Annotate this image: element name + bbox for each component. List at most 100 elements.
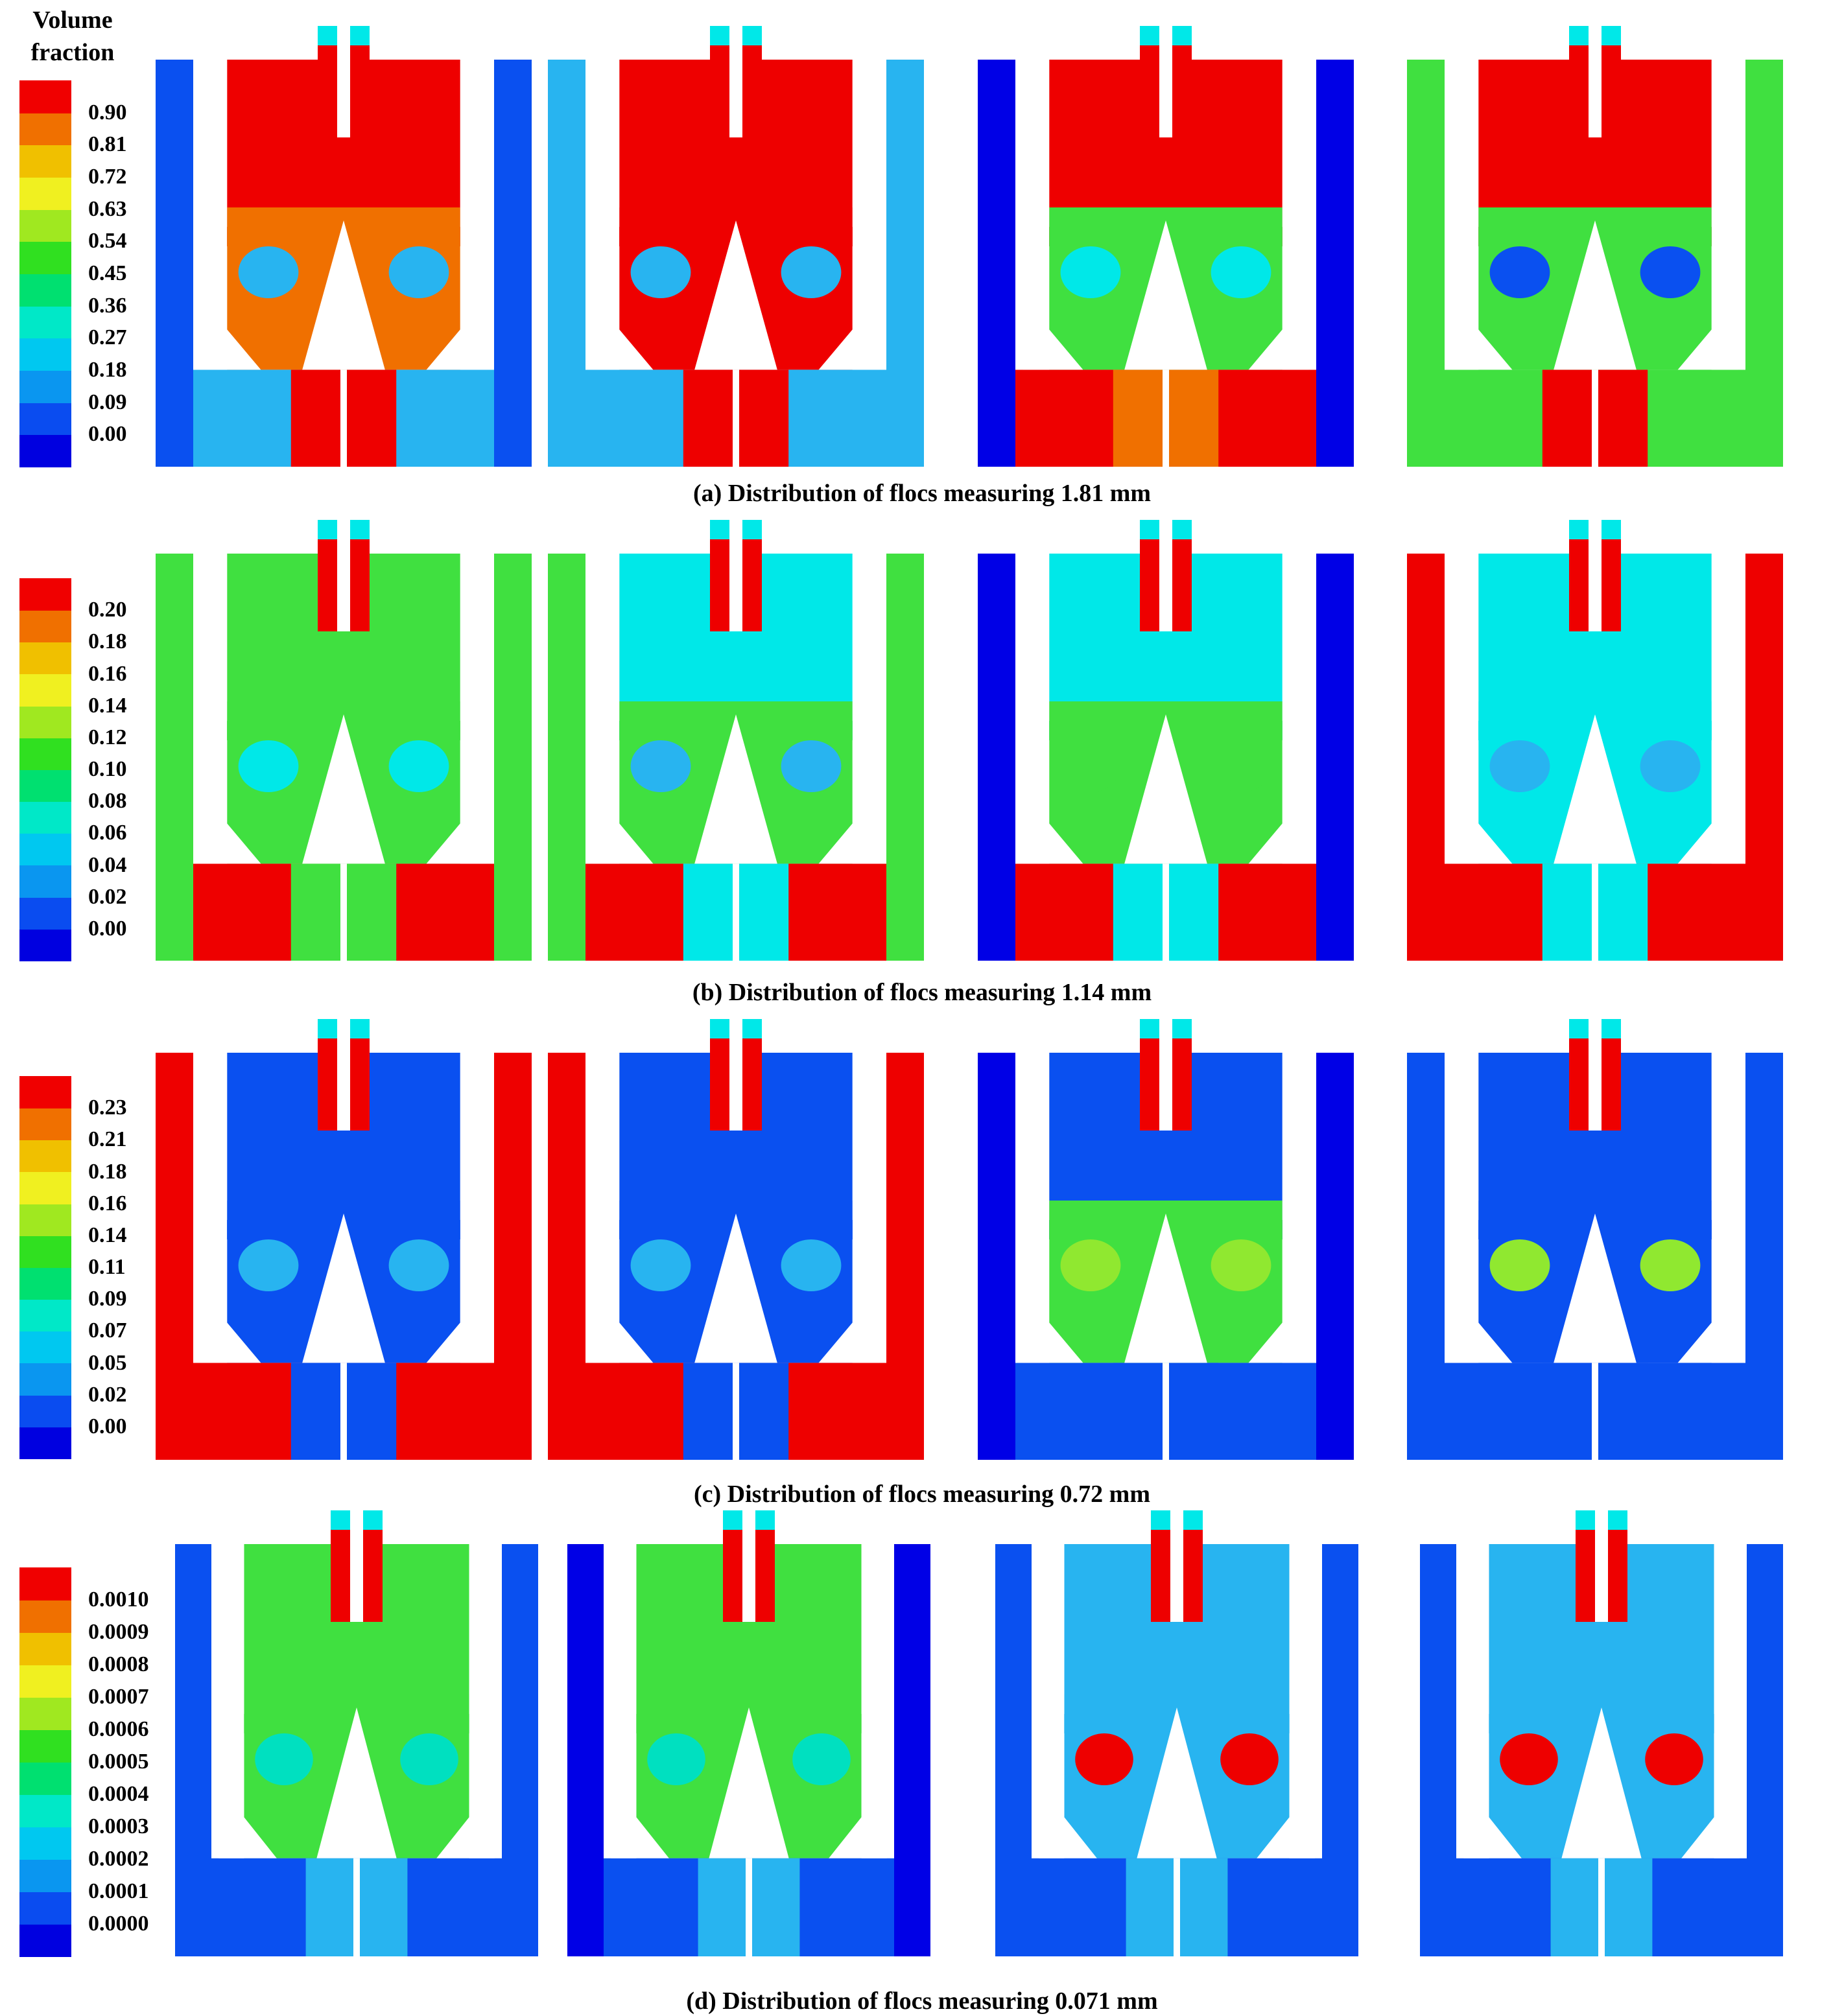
central-divider — [1592, 369, 1598, 467]
wedge-left — [1452, 1291, 1513, 1363]
outer-column-left — [175, 1544, 211, 1956]
inlet-pipe-tip — [1569, 1019, 1589, 1038]
recirculation-blob-right — [388, 1239, 449, 1291]
gap-left — [193, 1053, 228, 1220]
legend-swatch — [19, 1859, 71, 1892]
gap-left — [585, 60, 620, 227]
central-divider — [1598, 1858, 1605, 1956]
legend-tick-label: 0.0008 — [88, 1652, 149, 1676]
legend-tick-label: 0.00 — [88, 916, 127, 941]
inlet-gap — [1589, 520, 1602, 631]
legend-tick-label: 0.04 — [88, 852, 127, 877]
inlet-pipe-tip — [1602, 26, 1621, 45]
contour-plot — [1407, 1019, 1783, 1460]
outer-column-left — [548, 1053, 585, 1460]
legend-swatch — [19, 1394, 71, 1427]
gap-right — [1289, 1544, 1322, 1714]
inlet-gap — [350, 1510, 363, 1622]
recirculation-blob-right — [388, 246, 449, 298]
inlet-pipe-tip — [723, 1510, 742, 1530]
legend-tick-label: 0.45 — [88, 261, 127, 285]
recirculation-blob-right — [1211, 1239, 1271, 1291]
outer-column-right — [886, 60, 924, 467]
contour-panel-d-1 — [175, 1510, 538, 1956]
legend-swatch — [19, 897, 71, 930]
recirculation-blob-right — [1640, 740, 1701, 792]
legend-swatch — [19, 737, 71, 770]
legend-tick-label: 0.23 — [88, 1096, 127, 1120]
legend-swatch — [19, 1426, 71, 1459]
legend-swatch — [19, 865, 71, 898]
inlet-pipe-tip — [318, 26, 337, 45]
legend-tick-label: 0.10 — [88, 757, 127, 781]
legend-tick-label: 0.90 — [88, 100, 127, 124]
outer-column-left — [978, 554, 1015, 961]
contour-panel-d-4 — [1420, 1510, 1783, 1956]
gap-left — [1032, 1544, 1065, 1714]
legend-tick-label: 0.0003 — [88, 1814, 149, 1838]
legend-swatch — [19, 705, 71, 738]
inlet-pipe-tip — [1172, 520, 1192, 539]
outer-column-left — [548, 60, 585, 467]
recirculation-blob-right — [400, 1733, 458, 1785]
contour-panel-b-2 — [548, 520, 924, 961]
recirculation-blob-left — [238, 1239, 299, 1291]
caption-b: (b) Distribution of flocs measuring 1.14… — [692, 979, 1152, 1006]
legend-swatch — [19, 112, 71, 146]
legend-swatch — [19, 1762, 71, 1795]
outer-column-left — [978, 1053, 1015, 1460]
recirculation-blob-left — [238, 246, 299, 298]
legend-tick-label: 0.0007 — [88, 1685, 149, 1709]
outer-column-right — [494, 1053, 532, 1460]
legend-tick-label: 0.16 — [88, 1191, 127, 1215]
recirculation-blob-left — [1500, 1733, 1558, 1785]
legend-tick-label: 0.09 — [88, 390, 127, 414]
outer-column-right — [886, 1053, 924, 1460]
outer-column-right — [494, 554, 532, 961]
gap-left — [193, 554, 228, 721]
recirculation-blob-left — [1060, 740, 1121, 792]
outer-column-right — [502, 1544, 538, 1956]
contour-plot — [156, 520, 532, 961]
legend-tick-label: 0.18 — [88, 629, 127, 654]
inlet-gap — [1589, 26, 1602, 137]
contour-panel-a-3 — [978, 26, 1354, 467]
legend-swatch — [19, 674, 71, 707]
legend-tick-label: 0.02 — [88, 1382, 127, 1407]
gap-left — [1015, 60, 1050, 227]
legend-tick-label: 0.27 — [88, 325, 127, 350]
central-divider — [340, 863, 347, 961]
inlet-pipe-tip — [742, 1019, 762, 1038]
contour-panel-d-2 — [567, 1510, 930, 1956]
recirculation-blob-right — [1645, 1733, 1703, 1785]
wedge-right — [1677, 1291, 1738, 1363]
inlet-pipe-tip — [710, 520, 729, 539]
central-divider — [340, 1363, 347, 1460]
legend-tick-label: 0.0002 — [88, 1847, 149, 1871]
legend-swatch — [19, 1632, 71, 1665]
legend-swatch — [19, 642, 71, 675]
inlet-pipe-tip — [350, 1019, 370, 1038]
wedge-right — [818, 1291, 879, 1363]
outer-column-left — [978, 60, 1015, 467]
legend-swatch — [19, 241, 71, 274]
contour-panel-c-2 — [548, 1019, 924, 1460]
legend-tick-label: 0.72 — [88, 165, 127, 189]
inlet-gap — [1159, 26, 1172, 137]
inlet-pipe-tip — [1140, 520, 1159, 539]
legend-tick-label: 0.16 — [88, 661, 127, 686]
legend-swatch — [19, 1892, 71, 1925]
inlet-pipe-tip — [1569, 520, 1589, 539]
inlet-pipe-tip — [1576, 1510, 1595, 1530]
central-divider — [1163, 1363, 1169, 1460]
inlet-pipe-tip — [318, 520, 337, 539]
legend-tick-label: 0.0010 — [88, 1588, 149, 1612]
contour-plot — [1420, 1510, 1783, 1956]
contour-panel-c-3 — [978, 1019, 1354, 1460]
wedge-left — [1022, 1291, 1083, 1363]
central-cone — [694, 220, 777, 370]
central-cone — [1124, 714, 1207, 864]
inlet-gap — [729, 520, 742, 631]
color-legend-d: 0.0010 0.0009 0.0008 0.0007 0.0006 0.0005 0.00… — [19, 1567, 149, 1957]
legend-tick-label: 0.36 — [88, 293, 127, 318]
